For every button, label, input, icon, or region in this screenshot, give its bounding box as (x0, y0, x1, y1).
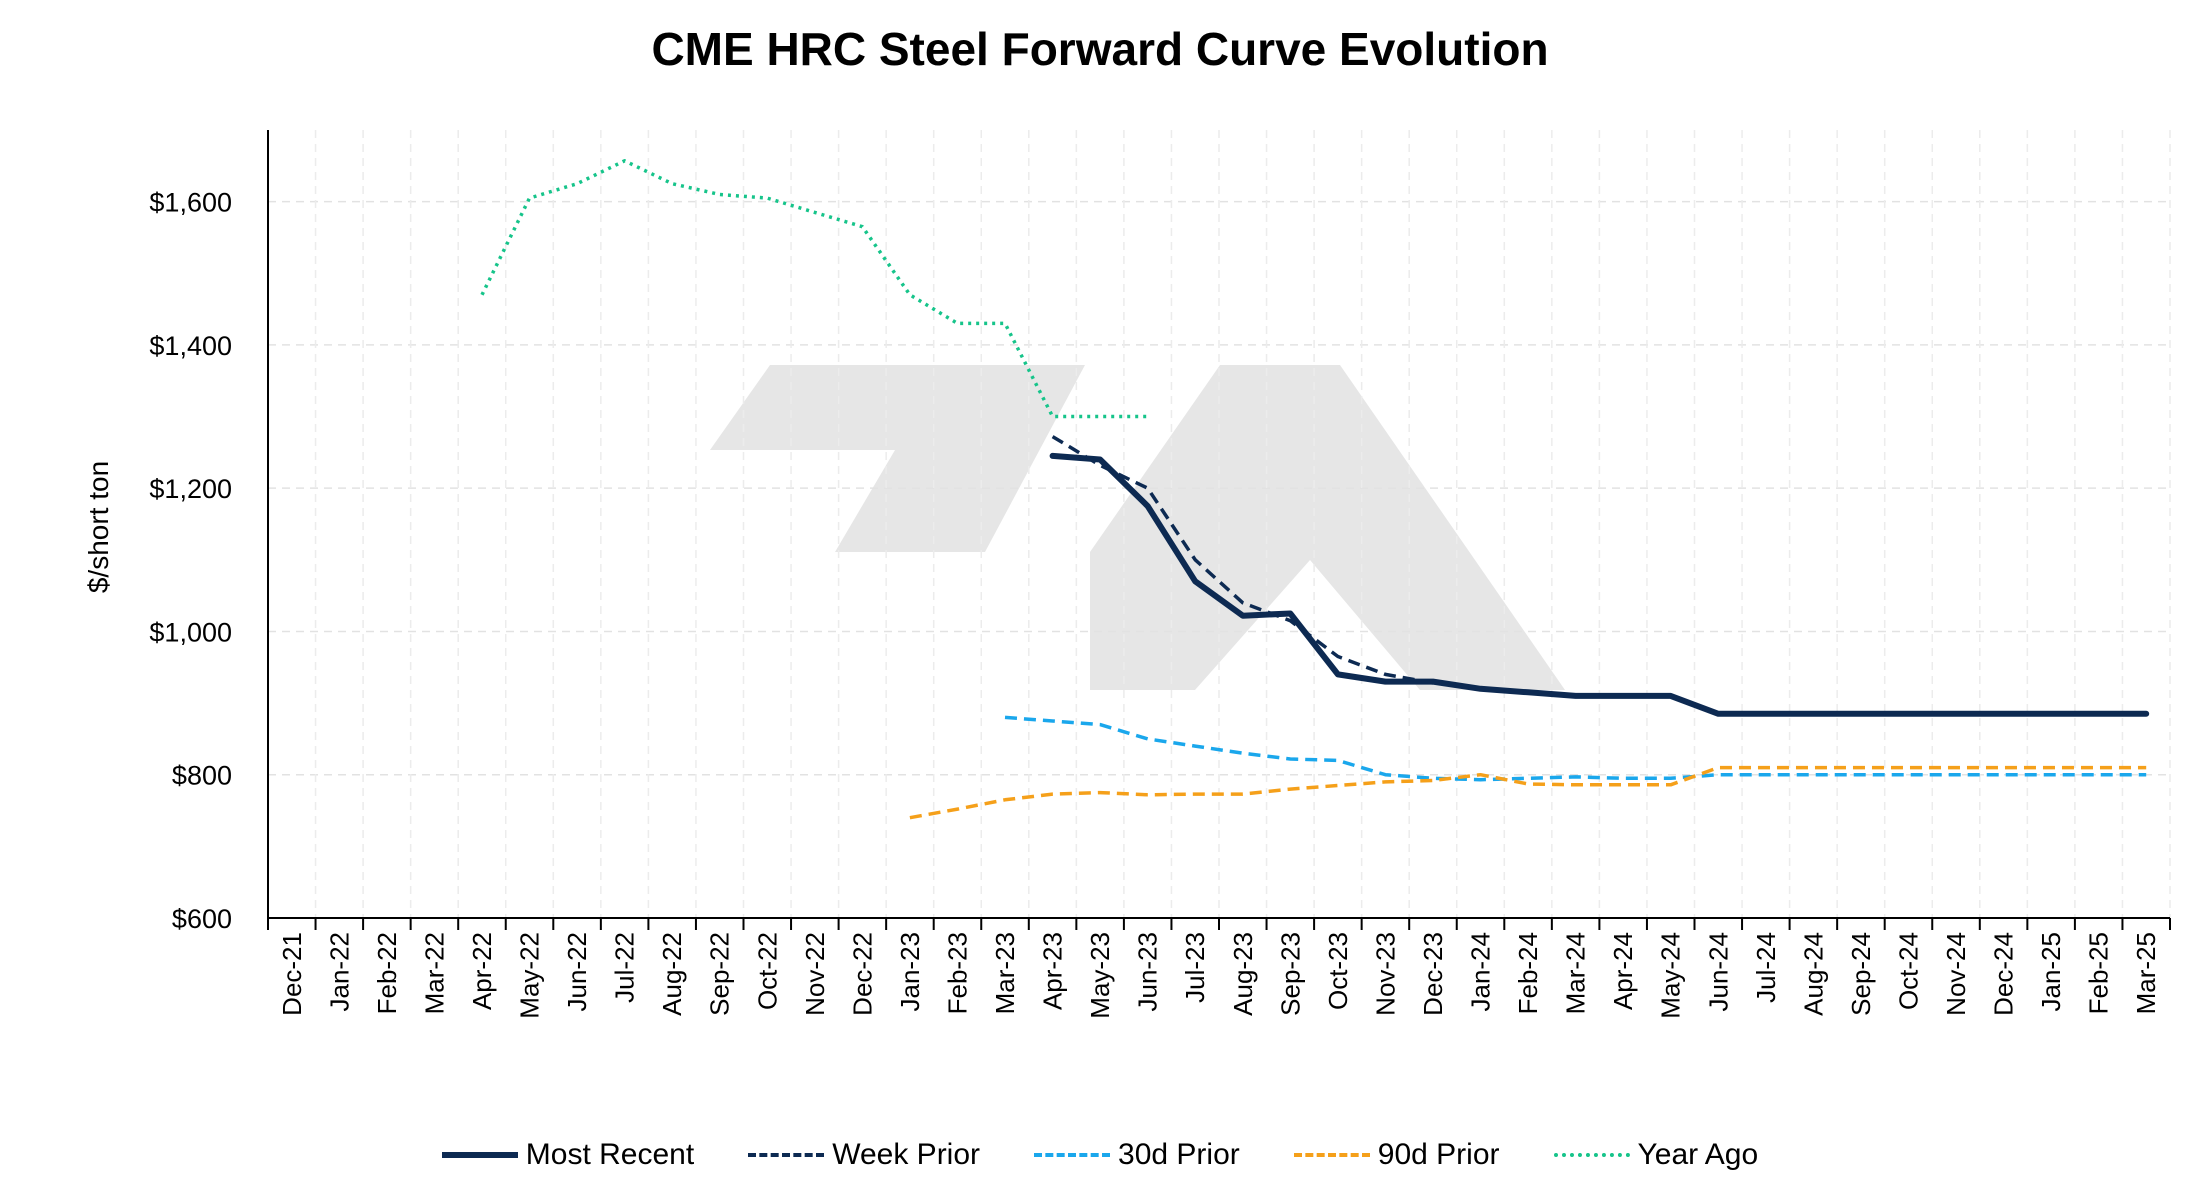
x-tick-label: Mar-23 (990, 932, 1020, 1014)
x-tick-label: Sep-24 (1846, 932, 1876, 1016)
x-tick-label: Jun-24 (1703, 932, 1733, 1012)
x-tick-label: Dec-22 (847, 932, 877, 1016)
gridlines (267, 130, 2171, 918)
y-tick-label: $800 (172, 761, 232, 791)
legend-item: 30d Prior (1034, 1138, 1240, 1172)
legend-label: 30d Prior (1118, 1138, 1240, 1171)
x-tick-label: May-22 (515, 932, 545, 1019)
x-tick-label: Oct-22 (752, 932, 782, 1010)
legend-swatch (1553, 1153, 1630, 1157)
x-tick-label: Jul-23 (1180, 932, 1210, 1003)
x-tick-label: Jul-22 (610, 932, 640, 1003)
x-tick-label: Dec-23 (1418, 932, 1448, 1016)
legend-swatch (441, 1152, 518, 1158)
x-tick-label: Oct-23 (1323, 932, 1353, 1010)
legend-item: 90d Prior (1293, 1138, 1500, 1172)
x-tick-label: Apr-24 (1608, 932, 1638, 1010)
x-tick-label: Apr-22 (467, 932, 497, 1010)
x-tick-label: Nov-23 (1370, 932, 1400, 1016)
y-tick-label: $1,600 (149, 188, 232, 218)
series-line-30d-prior (1004, 715, 2147, 782)
y-tick-label: $600 (172, 904, 232, 934)
x-tick-label: Jun-22 (562, 932, 592, 1012)
x-tick-label: Feb-22 (372, 932, 402, 1014)
x-tick-label: Oct-24 (1893, 932, 1923, 1010)
legend-label: 90d Prior (1377, 1138, 1500, 1171)
series-line-most-recent (1049, 452, 2150, 717)
x-tick-label: Aug-24 (1798, 932, 1828, 1016)
legend-swatch (1034, 1153, 1111, 1157)
x-tick-label: Feb-24 (1513, 932, 1543, 1014)
x-tick-label: Feb-25 (2084, 932, 2114, 1014)
watermark-logo (710, 365, 1565, 690)
x-tick-label: Feb-23 (942, 932, 972, 1014)
x-tick-label: Dec-21 (277, 932, 307, 1016)
legend-label: Year Ago (1637, 1138, 1759, 1171)
x-tick-label: Jan-22 (324, 932, 354, 1012)
x-tick-label: Nov-22 (800, 932, 830, 1016)
x-tick-label: May-23 (1085, 932, 1115, 1019)
x-tick-label: Jan-25 (2036, 932, 2066, 1012)
x-tick-label: Mar-22 (419, 932, 449, 1014)
legend-swatch (748, 1153, 825, 1157)
y-tick-label: $1,000 (149, 617, 232, 647)
x-tick-labels: Dec-21 Jan-22 Feb-22 Mar-22 Apr-22 May-22 Jun-… (277, 932, 2161, 1019)
legend-swatch (1293, 1153, 1370, 1157)
x-tick-label: Apr-23 (1038, 932, 1068, 1010)
legend: Most Recent Week Prior 30d Prior 90d Prior Y… (0, 1138, 2200, 1172)
y-axis-label: $/short ton (83, 461, 114, 593)
x-tick-label: Aug-23 (1228, 932, 1258, 1016)
x-tick-label: Mar-25 (2131, 932, 2161, 1014)
legend-label: Week Prior (832, 1138, 981, 1171)
legend-item: Week Prior (748, 1138, 980, 1172)
legend-label: Most Recent (525, 1138, 695, 1171)
x-tick-label: Sep-23 (1275, 932, 1305, 1016)
x-tick-label: Mar-24 (1561, 932, 1591, 1014)
series-line-year-ago (480, 159, 1148, 419)
x-tick-label: Jan-23 (895, 932, 925, 1012)
chart-title: CME HRC Steel Forward Curve Evolution (651, 23, 1549, 75)
series-line-90d-prior (909, 765, 2147, 820)
x-tick-label: May-24 (1656, 932, 1686, 1019)
y-tick-label: $1,200 (149, 474, 232, 504)
y-tick-labels: $600 $800 $1,000 $1,200 $1,400 $1,600 (149, 188, 232, 934)
x-tick-label: Nov-24 (1941, 932, 1971, 1016)
series-lines (480, 159, 2150, 820)
x-tick-label: Sep-22 (705, 932, 735, 1016)
x-tick-label: Aug-22 (657, 932, 687, 1016)
y-tick-label: $1,400 (149, 331, 232, 361)
x-tick-label: Jul-24 (1751, 932, 1781, 1003)
series-line-week-prior (1051, 435, 1434, 685)
axes (267, 130, 2171, 930)
legend-item: Most Recent (441, 1138, 695, 1172)
legend-item: Year Ago (1553, 1138, 1759, 1172)
x-tick-label: Dec-24 (1989, 932, 2019, 1016)
x-tick-label: Jun-23 (1133, 932, 1163, 1012)
x-tick-label: Jan-24 (1466, 932, 1496, 1012)
